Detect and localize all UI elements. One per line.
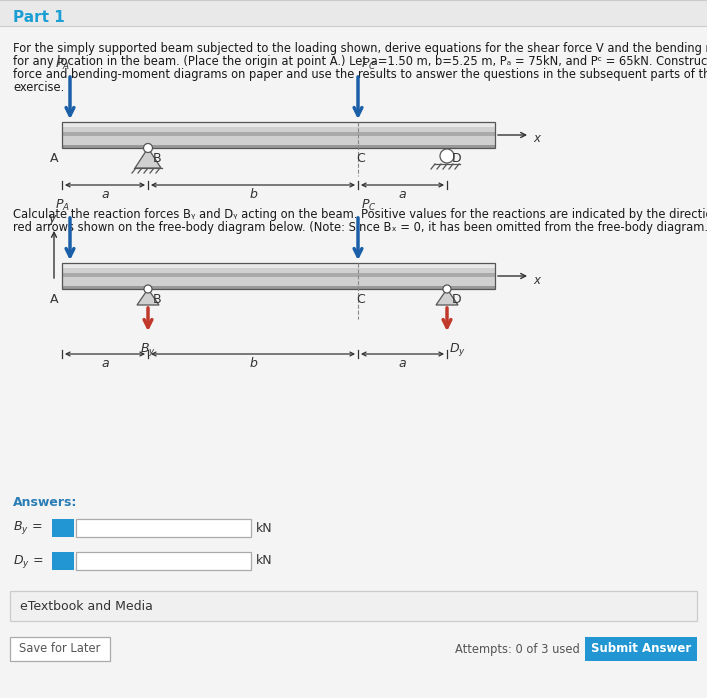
Text: b: b — [249, 188, 257, 201]
Bar — [585, 637, 697, 661]
Text: C: C — [356, 152, 365, 165]
Bar — [62, 263, 495, 267]
Circle shape — [144, 144, 153, 152]
Text: D: D — [452, 293, 462, 306]
Text: Calculate the reaction forces Bᵧ and Dᵧ acting on the beam. Positive values for : Calculate the reaction forces Bᵧ and Dᵧ … — [13, 208, 707, 221]
Text: b: b — [249, 357, 257, 370]
Bar — [0, 633, 707, 665]
Text: $P_C$: $P_C$ — [361, 198, 377, 213]
Bar — [52, 552, 74, 570]
Text: i: i — [61, 521, 65, 535]
Text: x: x — [533, 274, 540, 286]
Bar — [62, 145, 495, 148]
Polygon shape — [137, 289, 159, 305]
Bar — [52, 519, 74, 537]
Text: $B_y$ =: $B_y$ = — [13, 519, 42, 537]
Bar — [10, 591, 697, 621]
Bar — [62, 263, 495, 289]
Text: exercise.: exercise. — [13, 81, 64, 94]
Text: i: i — [61, 554, 65, 567]
Text: Save for Later: Save for Later — [19, 642, 100, 655]
Text: y: y — [48, 212, 55, 225]
Bar — [76, 519, 251, 537]
Polygon shape — [135, 148, 161, 168]
Text: kN: kN — [256, 554, 273, 567]
Text: $D_y$ =: $D_y$ = — [13, 553, 43, 570]
Text: a: a — [398, 188, 406, 201]
Bar — [62, 122, 495, 148]
Circle shape — [440, 149, 454, 163]
Bar — [62, 122, 495, 126]
Text: for any location in the beam. (Place the origin at point A.) Let a=1.50 m, b=5.2: for any location in the beam. (Place the… — [13, 55, 707, 68]
Bar — [62, 263, 495, 289]
Text: $D_y$: $D_y$ — [449, 341, 466, 358]
Text: For the simply supported beam subjected to the loading shown, derive equations f: For the simply supported beam subjected … — [13, 42, 707, 55]
Bar — [62, 122, 495, 148]
Text: B: B — [153, 152, 162, 165]
Bar — [10, 637, 110, 661]
Text: A: A — [50, 152, 59, 165]
Text: $P_A$: $P_A$ — [55, 57, 70, 72]
Text: Submit Answer: Submit Answer — [591, 642, 691, 655]
Text: force and bending-moment diagrams on paper and use the results to answer the que: force and bending-moment diagrams on pap… — [13, 68, 707, 81]
Circle shape — [144, 285, 152, 293]
Text: eTextbook and Media: eTextbook and Media — [20, 600, 153, 613]
Text: Answers:: Answers: — [13, 496, 77, 509]
Text: D: D — [452, 152, 462, 165]
Text: x: x — [533, 133, 540, 145]
Bar — [62, 274, 495, 277]
Text: Part 1: Part 1 — [13, 10, 65, 26]
Bar — [76, 552, 251, 570]
Bar — [0, 0, 707, 26]
Text: a: a — [101, 188, 109, 201]
Circle shape — [443, 285, 451, 293]
Text: C: C — [356, 293, 365, 306]
Text: Attempts: 0 of 3 used: Attempts: 0 of 3 used — [455, 642, 580, 655]
Text: a: a — [101, 357, 109, 370]
Text: A: A — [50, 293, 59, 306]
Text: red arrows shown on the free-body diagram below. (Note: Since Bₓ = 0, it has bee: red arrows shown on the free-body diagra… — [13, 221, 707, 234]
Polygon shape — [436, 289, 458, 305]
Text: kN: kN — [256, 521, 273, 535]
Text: $B_y$: $B_y$ — [140, 341, 156, 358]
Text: a: a — [398, 357, 406, 370]
Text: $P_C$: $P_C$ — [361, 57, 377, 72]
Text: $P_A$: $P_A$ — [55, 198, 70, 213]
Bar — [62, 286, 495, 289]
Text: B: B — [153, 293, 162, 306]
Bar — [62, 133, 495, 136]
